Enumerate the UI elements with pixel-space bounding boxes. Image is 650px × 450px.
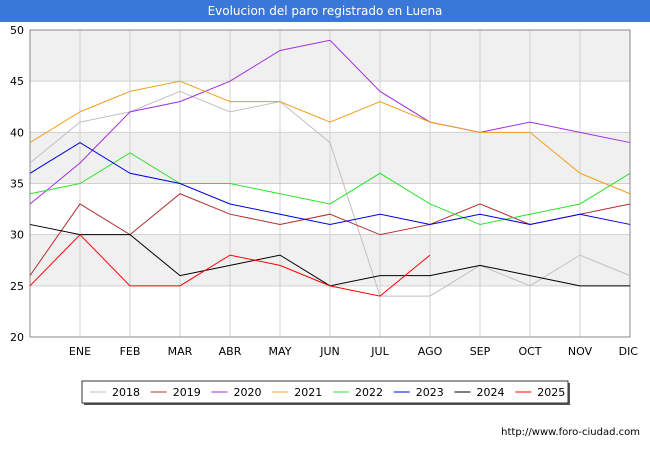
- x-tick-label: SEP: [470, 345, 491, 358]
- y-tick-label: 30: [10, 229, 24, 242]
- x-tick-label: ENE: [69, 345, 91, 358]
- legend-box: [81, 380, 569, 404]
- series-line-2020: [29, 39, 631, 205]
- series-line-2022: [29, 152, 631, 225]
- x-tick-label: JUN: [319, 345, 340, 358]
- y-tick-label: 20: [10, 331, 24, 344]
- legend-label-2023: 2023: [416, 386, 444, 399]
- series-line-2021: [29, 80, 631, 195]
- x-tick-label: MAY: [269, 345, 292, 358]
- series-line-2023: [29, 141, 631, 225]
- y-tick-label: 45: [10, 75, 24, 88]
- source-credit: http://www.foro-ciudad.com: [501, 427, 640, 438]
- legend-label-2020: 2020: [234, 386, 262, 399]
- legend: 2018 2019 2020 2021 2022 2023 2024 2025: [81, 380, 570, 405]
- series-line-2025: [29, 233, 431, 297]
- legend-label-2019: 2019: [173, 386, 201, 399]
- plot-frame: [29, 29, 631, 338]
- y-tick-label: 40: [10, 126, 24, 139]
- x-axis-ticks: ENE FEB MAR ABR MAY JUN JUL AGO SEP OCT NOV DIC: [69, 345, 638, 358]
- x-tick-label: AGO: [418, 345, 443, 358]
- legend-label-2022: 2022: [355, 386, 383, 399]
- x-tick-label: ABR: [219, 345, 242, 358]
- legend-label-2021: 2021: [294, 386, 322, 399]
- x-tick-label: OCT: [518, 345, 541, 358]
- chart-title: Evolucion del paro registrado en Luena: [0, 0, 650, 22]
- legend-label-2025: 2025: [537, 386, 565, 399]
- x-tick-label: DIC: [619, 345, 639, 358]
- y-tick-label: 35: [10, 178, 24, 191]
- x-tick-label: MAR: [168, 345, 193, 358]
- y-tick-label: 25: [10, 280, 24, 293]
- series-lines: [29, 39, 631, 297]
- x-tick-label: JUL: [370, 345, 389, 358]
- x-tick-label: NOV: [568, 345, 593, 358]
- legend-label-2018: 2018: [112, 386, 140, 399]
- x-tick-label: FEB: [120, 345, 141, 358]
- legend-label-2024: 2024: [477, 386, 505, 399]
- y-axis-ticks: 20 25 30 35 40 45 50: [10, 24, 24, 344]
- y-tick-label: 50: [10, 24, 24, 37]
